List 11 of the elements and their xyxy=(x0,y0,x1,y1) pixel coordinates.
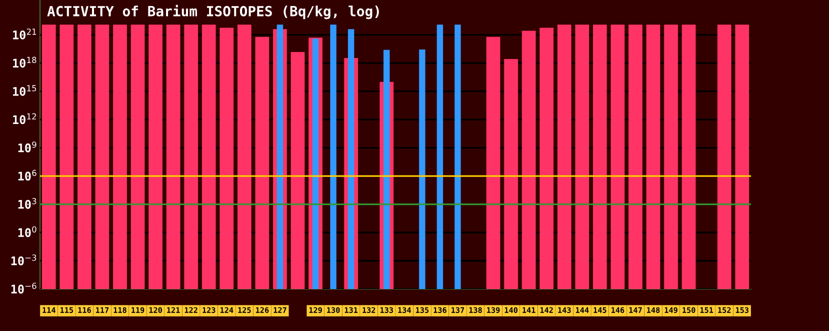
y-tick-label: 10$^{18}$ xyxy=(13,56,36,68)
y-tick-label: 10$^{9}$ xyxy=(18,142,36,152)
y-tick-label: 10$^{−6}$ xyxy=(11,282,36,294)
y-tick-label: 10$^{−3}$ xyxy=(11,254,36,266)
y-tick-label: 10$^{15}$ xyxy=(13,85,36,96)
y-tick-label: 10$^{12}$ xyxy=(13,113,36,124)
y-tick-label: 10$^{0}$ xyxy=(18,226,36,238)
y-tick-label: 10$^{21}$ xyxy=(13,28,36,40)
chart-title: ACTIVITY of Barium ISOTOPES (Bq/kg, log) xyxy=(47,4,379,20)
y-tick-label: 10$^{3}$ xyxy=(18,198,36,209)
y-tick-label: 10$^{6}$ xyxy=(18,170,36,181)
